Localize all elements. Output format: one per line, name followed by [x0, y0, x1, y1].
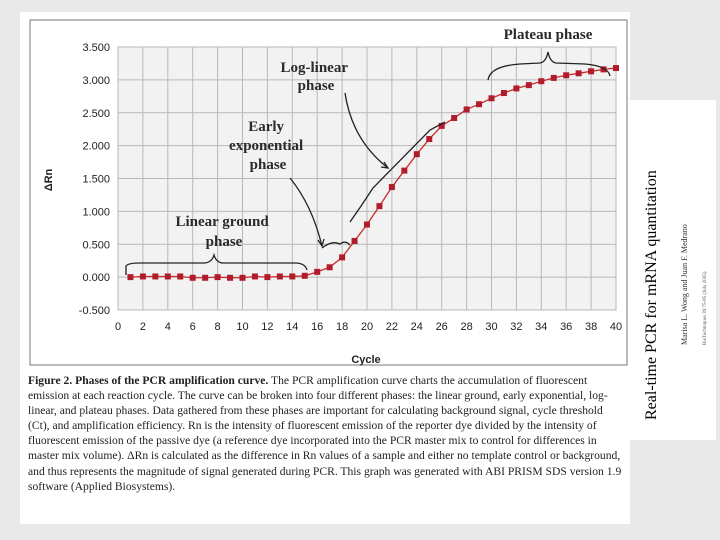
annotation-log-linear-phase: Log-linear phase: [281, 60, 352, 94]
data-point: [314, 268, 321, 275]
x-tick-label: 16: [311, 321, 323, 333]
linear-ground-bracket: [125, 252, 308, 275]
data-point: [239, 274, 246, 281]
x-tick-label: 2: [140, 321, 146, 333]
data-point: [276, 273, 283, 280]
data-point: [588, 68, 595, 75]
data-point: [301, 272, 308, 279]
x-tick-label: 14: [286, 321, 298, 333]
y-tick-label: 0.000: [82, 272, 110, 284]
x-axis-label: Cycle: [351, 354, 380, 366]
data-point: [251, 273, 258, 280]
data-point: [376, 203, 383, 210]
x-tick-label: 22: [386, 321, 398, 333]
figure-caption: Figure 2. Phases of the PCR amplificatio…: [28, 373, 622, 494]
y-tick-label: 1.500: [82, 174, 110, 186]
log-linear-arrows: [344, 92, 446, 223]
x-tick-label: 38: [585, 321, 597, 333]
side-title: Real-time PCR for mRNA quantitation: [643, 170, 660, 420]
x-tick-label: 26: [436, 321, 448, 333]
data-point: [189, 274, 196, 281]
data-point: [177, 273, 184, 280]
x-tick-label: 30: [485, 321, 497, 333]
x-tick-label: 8: [215, 321, 221, 333]
data-point: [463, 106, 470, 113]
x-tick-label: 10: [236, 321, 248, 333]
y-axis-label: ΔRn: [43, 168, 55, 191]
x-tick-label: 20: [361, 321, 373, 333]
side-panel: [630, 100, 716, 440]
x-tick-label: 24: [411, 321, 423, 333]
data-point: [364, 221, 370, 228]
early-exponential-arrow: [289, 177, 351, 249]
data-point: [164, 273, 171, 280]
caption-text: The PCR amplification curve charts the a…: [28, 374, 622, 493]
data-point: [202, 274, 209, 281]
y-tick-label: 3.000: [82, 75, 110, 87]
x-tick-label: 36: [560, 321, 572, 333]
data-point: [451, 115, 458, 122]
x-axis-ticks: 0 2 4 6 8 10 12 14 16 18 20 22 24 26 28 30 32 34 36 38 40: [115, 321, 622, 333]
x-tick-label: 32: [510, 321, 522, 333]
caption-label: Figure 2. Phases of the PCR amplificatio…: [28, 374, 269, 387]
data-point: [413, 151, 420, 158]
data-point: [227, 274, 234, 281]
y-tick-label: 0.500: [82, 239, 110, 251]
x-tick-label: 40: [610, 321, 622, 333]
y-tick-label: 2.500: [82, 108, 110, 120]
data-point: [500, 90, 507, 97]
y-axis-ticks: 3.500 3.000 2.500 2.000 1.500 1.000 0.500 0.000…: [79, 42, 110, 317]
data-point: [513, 85, 520, 92]
x-tick-label: 28: [460, 321, 472, 333]
data-point: [264, 274, 271, 281]
data-point: [339, 254, 346, 261]
y-tick-label: 1.000: [82, 206, 110, 218]
side-authors: Marisa L. Wong and Juan F. Medrano: [680, 224, 689, 345]
data-point: [563, 72, 570, 79]
data-point: [388, 184, 395, 191]
x-tick-label: 0: [115, 321, 121, 333]
data-point: [426, 136, 433, 143]
x-tick-label: 4: [165, 321, 171, 333]
data-point: [438, 122, 445, 129]
data-point: [538, 78, 545, 85]
data-point: [152, 273, 159, 280]
x-tick-label: 6: [190, 321, 196, 333]
data-point: [476, 101, 483, 108]
data-point: [575, 70, 582, 77]
data-point: [613, 65, 619, 72]
data-point: [214, 274, 221, 281]
data-point: [139, 273, 146, 280]
series-0: [127, 65, 619, 281]
data-point: [488, 95, 495, 102]
data-point: [289, 273, 296, 280]
y-tick-label: 2.000: [82, 141, 110, 153]
y-tick-label: -0.500: [79, 305, 110, 317]
annotation-linear-ground-phase: Linear ground phase: [176, 214, 273, 250]
data-point: [550, 74, 557, 81]
annotation-early-exponential-phase: Early exponential phase: [229, 119, 307, 173]
x-tick-label: 18: [336, 321, 348, 333]
data-point: [600, 66, 607, 73]
data-point: [127, 274, 134, 281]
data-point: [351, 237, 358, 244]
y-tick-label: 3.500: [82, 42, 110, 54]
series-line: [130, 67, 617, 279]
side-reference: BioTechniques 39:75-85 (July 2005): [703, 271, 708, 345]
plateau-bracket: [487, 51, 611, 81]
x-tick-label: 12: [261, 321, 273, 333]
data-point: [525, 82, 532, 89]
data-point: [401, 167, 408, 174]
grid-lines: [117, 46, 617, 311]
data-point: [326, 264, 333, 271]
annotation-plateau-phase: Plateau phase: [504, 27, 593, 43]
x-tick-label: 34: [535, 321, 547, 333]
